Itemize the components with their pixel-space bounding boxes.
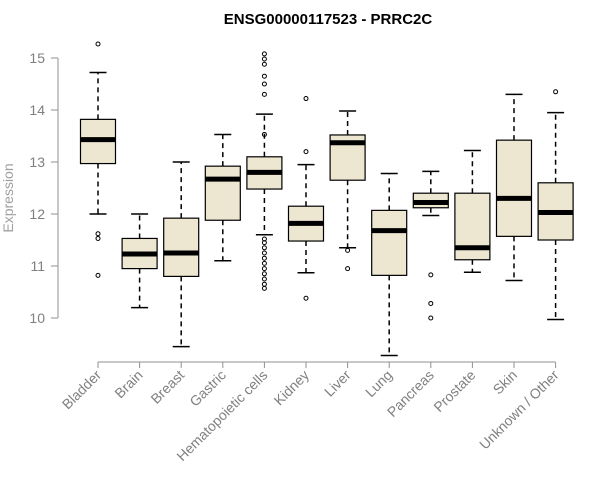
outlier-point bbox=[261, 255, 267, 261]
outlier-point bbox=[261, 91, 267, 97]
iqr-box bbox=[371, 209, 408, 276]
outlier-point bbox=[261, 73, 267, 79]
box-lung bbox=[371, 172, 408, 357]
outlier-point bbox=[261, 250, 267, 256]
y-tick-label: 15 bbox=[29, 50, 45, 66]
box-gastric bbox=[204, 133, 241, 262]
outlier-point bbox=[261, 245, 267, 251]
x-tick-label: Breast bbox=[147, 367, 187, 407]
outlier-point bbox=[261, 61, 267, 67]
box-liver bbox=[329, 110, 366, 272]
outlier-point bbox=[95, 235, 101, 241]
outlier-point bbox=[261, 266, 267, 272]
outlier-point bbox=[95, 41, 101, 47]
outlier-point bbox=[261, 56, 267, 62]
box-series bbox=[79, 41, 574, 357]
x-tick-label: Unknown / Other bbox=[476, 367, 562, 453]
iqr-box bbox=[495, 139, 533, 237]
y-tick-label: 10 bbox=[29, 310, 45, 326]
x-tick-label: Kidney bbox=[271, 367, 313, 409]
outlier-point bbox=[261, 281, 267, 287]
x-tick-label: Lung bbox=[362, 367, 395, 400]
box-hematopoietic-cells bbox=[246, 51, 283, 291]
box-bladder bbox=[79, 41, 117, 278]
box-kidney bbox=[287, 96, 325, 301]
box-skin bbox=[495, 93, 533, 282]
outlier-point bbox=[345, 247, 351, 253]
outlier-point bbox=[428, 300, 434, 306]
y-tick-label: 11 bbox=[30, 258, 45, 274]
box-unknown-other bbox=[537, 89, 574, 321]
outlier-point bbox=[261, 260, 267, 266]
outlier-point bbox=[303, 149, 309, 155]
x-tick-label: Brain bbox=[111, 367, 145, 401]
y-tick-label: 14 bbox=[29, 102, 45, 118]
outlier-point bbox=[261, 51, 267, 57]
outlier-point bbox=[95, 272, 101, 278]
outlier-point bbox=[303, 96, 309, 102]
y-axis-label: Expression bbox=[0, 163, 16, 232]
outlier-point bbox=[95, 231, 101, 237]
outlier-point bbox=[261, 240, 267, 246]
outlier-point bbox=[261, 81, 267, 87]
y-tick-label: 12 bbox=[29, 206, 45, 222]
outlier-point bbox=[261, 276, 267, 282]
outlier-point bbox=[261, 131, 267, 137]
outlier-point bbox=[303, 295, 309, 301]
box-pancreas bbox=[412, 170, 449, 321]
outlier-point bbox=[428, 315, 434, 321]
x-tick-label: Bladder bbox=[59, 367, 105, 413]
outlier-point bbox=[428, 272, 434, 278]
x-tick-label: Prostate bbox=[430, 367, 478, 415]
box-breast bbox=[163, 161, 200, 348]
outlier-point bbox=[345, 266, 351, 272]
outlier-point bbox=[261, 285, 267, 291]
y-tick-label: 13 bbox=[29, 154, 45, 170]
y-axis: 10 11 12 13 14 15 bbox=[29, 50, 59, 326]
iqr-box bbox=[163, 217, 200, 278]
box-prostate bbox=[454, 149, 491, 273]
x-tick-label: Skin bbox=[490, 367, 521, 398]
outlier-point bbox=[261, 271, 267, 277]
x-tick-label: Liver bbox=[321, 367, 354, 400]
iqr-box bbox=[204, 165, 241, 221]
chart-title: ENSG00000117523 - PRRC2C bbox=[224, 11, 433, 28]
box-brain bbox=[121, 213, 158, 309]
outlier-point bbox=[553, 89, 559, 95]
